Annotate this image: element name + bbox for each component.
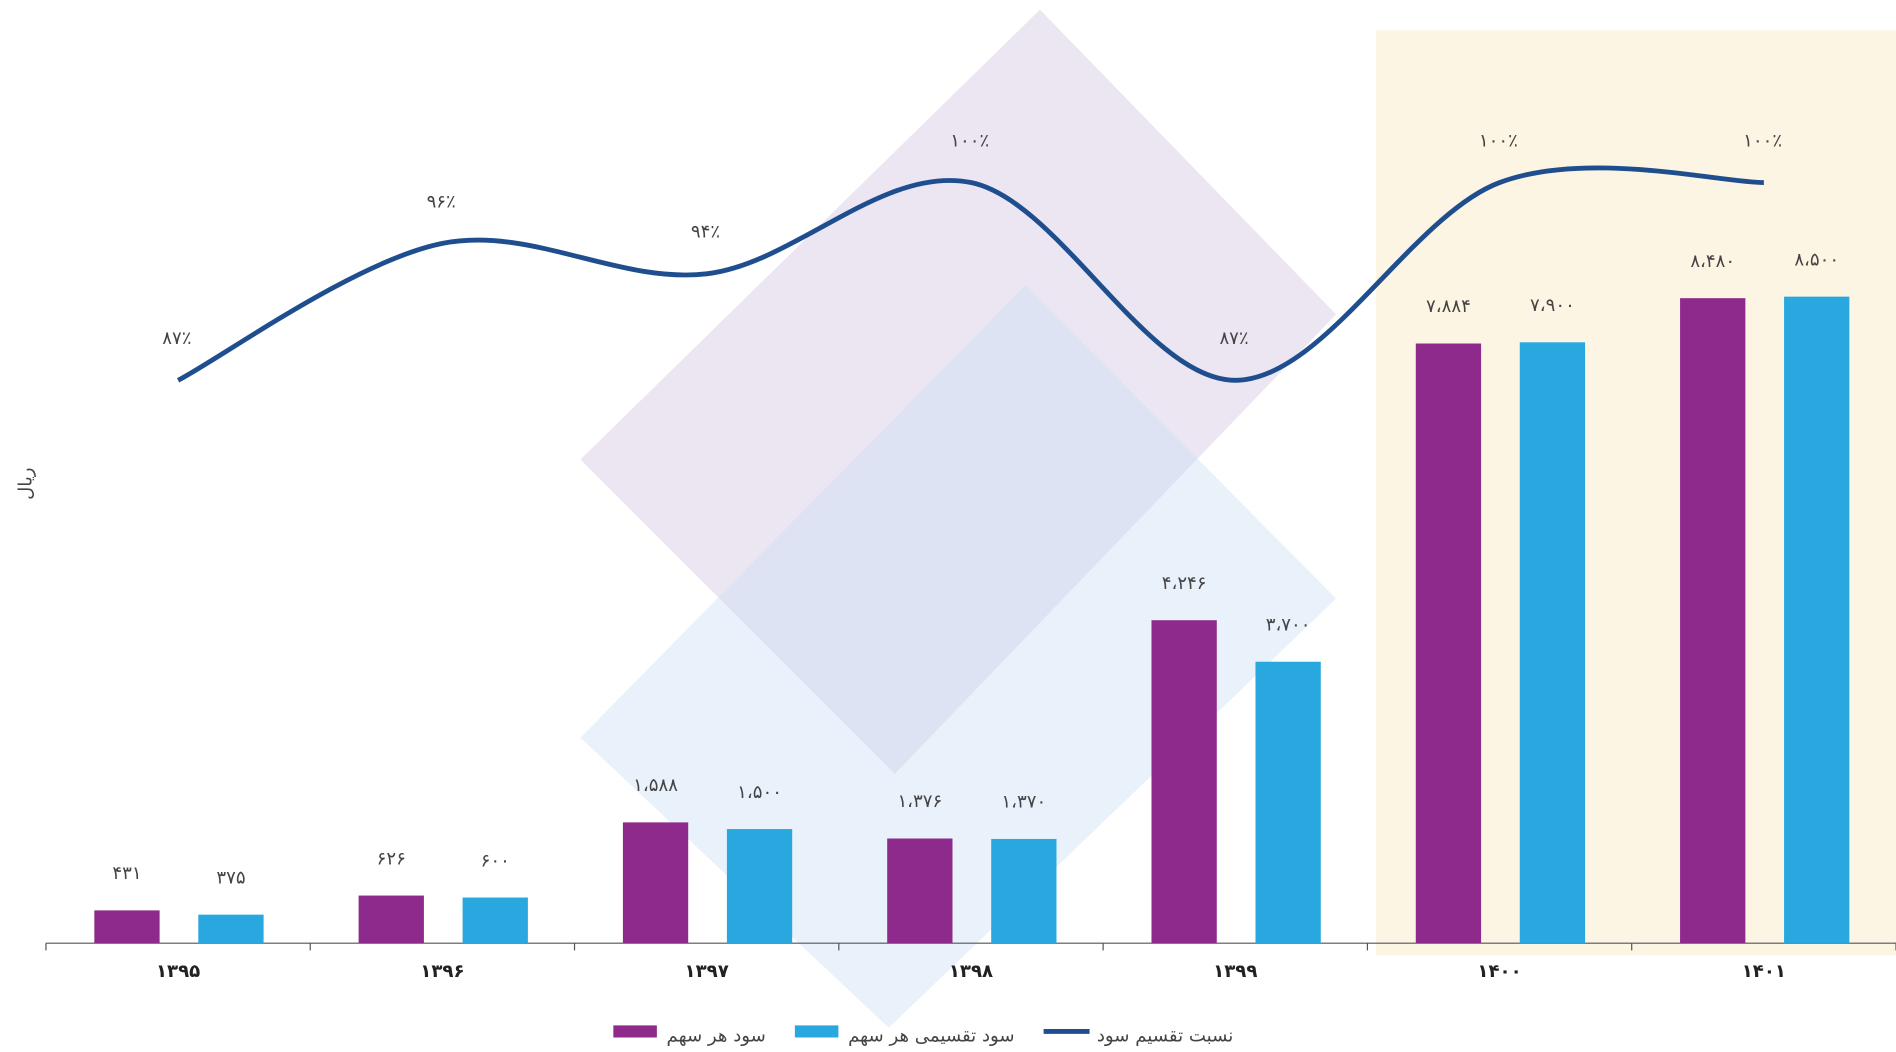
legend-label: نسبت تقسیم سود: [1097, 1025, 1234, 1046]
bar: [1519, 342, 1586, 944]
bar: [887, 838, 953, 944]
bar-value-label: ۷،۸۸۴: [1426, 296, 1471, 317]
x-tick-label: ۱۴۰۱: [1742, 961, 1786, 982]
bar-value-label: ۱،۵۰۰: [737, 782, 782, 803]
line-value-label: ۸۷٪: [162, 328, 191, 349]
legend-label: سود تقسیمی هر سهم: [848, 1025, 1015, 1046]
bar-value-label: ۱،۳۷۰: [1001, 792, 1046, 813]
x-tick-label: ۱۳۹۵: [156, 961, 200, 982]
line-value-label: ۱۰۰٪: [950, 130, 989, 151]
bar-value-label: ۴۳۱: [112, 863, 141, 884]
line-value-label: ۹۶٪: [427, 191, 456, 212]
line: [176, 165, 1764, 383]
bar-value-label: ۶۰۰: [481, 850, 510, 871]
bar-value-label: ۴،۲۴۶: [1162, 573, 1207, 594]
bar: [1255, 661, 1321, 944]
x-tick-label: ۱۳۹۸: [949, 961, 993, 982]
bar-value-label: ۸،۵۰۰: [1794, 249, 1839, 270]
line-value-label: ۸۷٪: [1219, 328, 1248, 349]
line-value-label: ۹۴٪: [691, 222, 720, 243]
bar: [94, 910, 160, 944]
bar-value-label: ۱،۵۸۸: [633, 775, 678, 796]
legend-swatch: [613, 1025, 657, 1038]
x-tick-label: ۱۳۹۷: [685, 961, 729, 982]
x-tick-label: ۱۳۹۹: [1213, 961, 1257, 982]
bar: [358, 895, 424, 944]
bar: [622, 822, 689, 944]
y-axis-label: ریال: [16, 467, 37, 499]
bar: [991, 838, 1057, 944]
bar-value-label: ۱،۳۷۶: [897, 791, 942, 812]
bar-value-label: ۳۷۵: [216, 867, 245, 888]
legend-label: سود هر سهم: [667, 1025, 766, 1046]
legend-swatch: [794, 1025, 839, 1038]
line-value-label: ۱۰۰٪: [1479, 130, 1518, 151]
x-tick-label: ۱۴۰۰: [1477, 961, 1521, 982]
line-value-label: ۱۰۰٪: [1743, 130, 1782, 151]
bar: [1151, 620, 1217, 944]
bar: [198, 914, 264, 944]
decor-diamond: [580, 9, 1337, 774]
bar-value-label: ۷،۹۰۰: [1530, 295, 1575, 316]
bar: [1680, 298, 1746, 944]
bar: [726, 829, 793, 944]
bar-value-label: ۶۲۶: [377, 848, 406, 869]
bar-value-label: ۸،۴۸۰: [1690, 251, 1735, 272]
bar: [1784, 296, 1850, 944]
bar: [1415, 343, 1482, 944]
x-tick-label: ۱۳۹۶: [420, 961, 464, 982]
bar: [462, 897, 528, 944]
bar-value-label: ۳،۷۰۰: [1266, 614, 1311, 635]
